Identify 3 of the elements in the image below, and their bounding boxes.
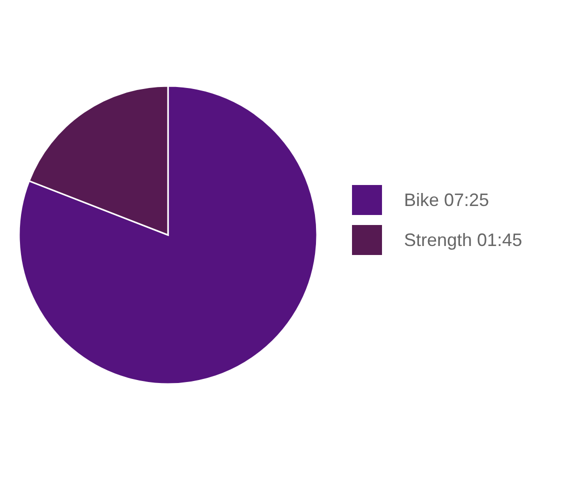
pie-slice bbox=[18, 85, 318, 385]
legend-label: Strength 01:45 bbox=[404, 230, 522, 250]
legend-label: Bike 07:25 bbox=[404, 190, 490, 210]
